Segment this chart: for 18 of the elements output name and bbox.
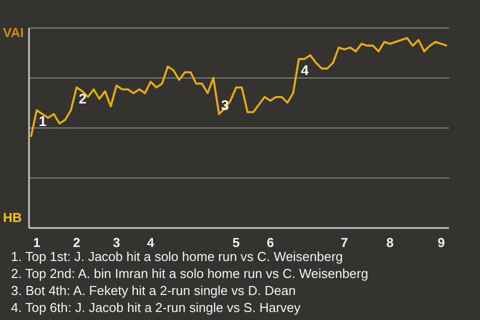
annotation: 1 bbox=[38, 113, 47, 130]
text: 4. Top 6th: J. Jacob hit a 2-run single vs S. Harvey bbox=[11, 299, 302, 316]
x-tick-label: 5 bbox=[232, 235, 240, 250]
annotation: 2 bbox=[78, 90, 87, 106]
x-tick-label: 8 bbox=[386, 235, 394, 250]
x-tick-label: 9 bbox=[438, 235, 445, 250]
x-tick-label: 3 bbox=[112, 235, 120, 250]
x-tick-label: 6 bbox=[266, 235, 274, 250]
text: VAI bbox=[3, 25, 24, 40]
text: 1. Top 1st: J. Jacob hit a solo home run vs C. Weisenberg bbox=[11, 248, 344, 265]
x-tick-label: 7 bbox=[340, 235, 348, 250]
text: 2. Top 2nd: A. bin Imran hit a solo home run vs C. Weisenberg bbox=[11, 265, 368, 282]
text: HB bbox=[3, 210, 22, 225]
annotation: 4 bbox=[300, 62, 309, 78]
text: 3. Bot 4th: A. Fekety hit a 2-run single vs D. Dean bbox=[11, 282, 297, 299]
x-tick-label: 4 bbox=[147, 235, 156, 250]
x-tick-label: 1 bbox=[33, 235, 40, 250]
x-tick-label: 2 bbox=[72, 235, 80, 250]
